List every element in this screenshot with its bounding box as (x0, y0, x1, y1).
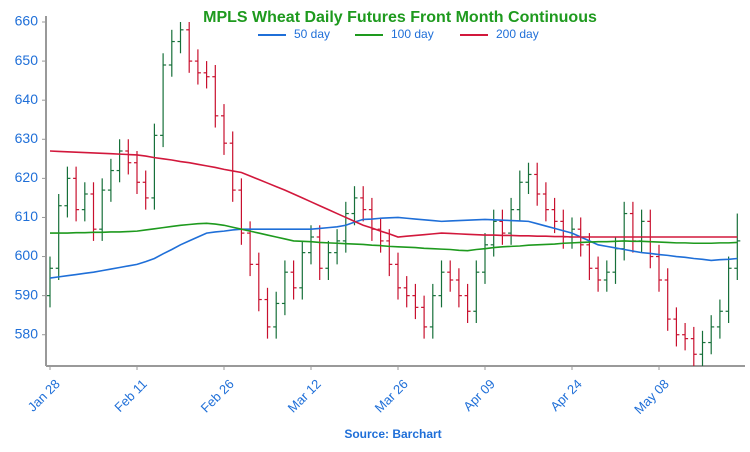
ohlc-bar (212, 65, 219, 128)
ohlc-bar (134, 151, 140, 194)
ohlc-bar (81, 182, 88, 222)
ohlc-bar (699, 330, 706, 366)
ohlc-bar (542, 182, 549, 222)
ohlc-bar (186, 22, 193, 73)
ohlc-bar (412, 283, 419, 320)
ohlc-bar (73, 166, 80, 222)
ohlc-bar (664, 268, 671, 331)
y-tick-label: 590 (15, 286, 39, 302)
ohlc-bar (177, 22, 184, 54)
ohlc-bar (734, 213, 741, 280)
ohlc-bar (595, 256, 602, 292)
y-tick-label: 580 (15, 325, 39, 341)
ohlc-bar (99, 178, 106, 241)
ohlc-bar (351, 186, 358, 226)
y-tick-label: 640 (15, 91, 39, 107)
ohlc-bar (290, 260, 297, 300)
ohlc-bar (534, 162, 541, 206)
ohlc-bar (447, 260, 454, 292)
ohlc-bar (473, 260, 480, 323)
ohlc-bar (621, 201, 628, 261)
ohlc-bar (438, 260, 445, 308)
ohlc-bar (682, 323, 689, 351)
ohlc-bar (516, 170, 523, 222)
ohlc-bar (673, 307, 680, 347)
ohlc-bar (116, 139, 123, 183)
ohlc-bar (499, 209, 506, 245)
chart-title: MPLS Wheat Daily Futures Front Month Con… (203, 9, 597, 26)
ohlc-bar (316, 225, 323, 280)
ohlc-bar (716, 299, 723, 339)
ohlc-bar (203, 61, 210, 89)
ohlc-bar (221, 104, 227, 155)
ohlc-bar (603, 260, 610, 292)
ohlc-bar (708, 315, 715, 355)
ohlc-bar (308, 225, 314, 265)
ohlc-bar (334, 229, 341, 265)
ohlc-bar (656, 244, 662, 292)
ohlc-bar (168, 29, 175, 77)
ohlc-bar (229, 131, 236, 202)
ohlc-bar (47, 256, 53, 308)
ohlc-bar (55, 194, 62, 280)
ohlc-bar (386, 229, 393, 277)
ohlc-bar (264, 287, 271, 339)
ohlc-bar (238, 178, 245, 245)
ohlc-bar (151, 123, 158, 210)
ohlc-bar (64, 166, 71, 218)
ohlc-bar (690, 326, 697, 366)
x-tick-label: Feb 26 (198, 376, 237, 415)
ohlc-bar (160, 53, 167, 148)
ohlc-bar (377, 217, 384, 253)
ohlc-bar (725, 256, 732, 323)
x-tick-label: Jan 28 (25, 376, 63, 414)
legend-label: 100 day (391, 27, 434, 41)
legend-label: 50 day (294, 27, 330, 41)
ohlc-bar (125, 139, 132, 175)
x-tick-label: Apr 24 (547, 376, 585, 414)
ma-line (49, 150, 738, 238)
legend-label: 200 day (496, 27, 539, 41)
ohlc-bar (421, 295, 428, 339)
ohlc-bar (342, 201, 349, 253)
ohlc-bar (107, 158, 114, 202)
ohlc-bar (273, 291, 280, 339)
ohlc-bar (525, 162, 532, 194)
ohlc-bar (325, 240, 332, 280)
y-tick-label: 660 (15, 13, 39, 29)
x-tick-label: Mar 26 (372, 376, 411, 415)
ohlc-bar (464, 283, 471, 323)
ohlc-bar (612, 237, 619, 284)
y-tick-label: 610 (15, 208, 39, 224)
y-tick-label: 600 (15, 247, 39, 263)
x-tick-label: Feb 11 (111, 376, 150, 415)
ohlc-bar (142, 170, 149, 210)
ohlc-bar (629, 201, 636, 253)
ohlc-bar (194, 49, 201, 85)
ohlc-bar (647, 209, 654, 269)
ohlc-bar (360, 186, 367, 222)
ohlc-bar (482, 233, 488, 284)
ohlc-bar (455, 268, 462, 308)
source-note: Source: Barchart (344, 427, 441, 441)
ma-line (50, 222, 738, 252)
y-tick-label: 620 (15, 169, 39, 185)
y-tick-label: 630 (15, 130, 39, 146)
x-tick-label: Mar 12 (285, 376, 324, 415)
x-tick-label: May 08 (631, 376, 672, 417)
x-tick-label: Apr 09 (460, 376, 498, 414)
ohlc-bar (551, 197, 558, 234)
ohlc-bar (429, 283, 436, 339)
ohlc-bar (395, 252, 401, 300)
ohlc-bar (90, 182, 97, 241)
y-tick-label: 650 (15, 52, 39, 68)
ohlc-bar (255, 252, 262, 312)
ohlc-bar (490, 209, 497, 257)
ma-line (49, 216, 738, 279)
ohlc-bar (281, 260, 288, 316)
ohlc-bar (638, 209, 645, 253)
ohlc-bar (299, 240, 306, 300)
ohlc-bar (403, 276, 410, 308)
